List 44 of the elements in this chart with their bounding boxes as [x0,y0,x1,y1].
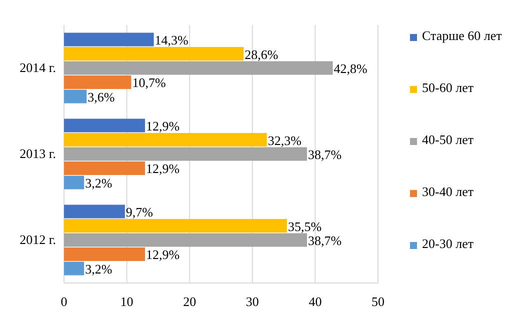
data-label: 12,9% [146,118,180,134]
bar [64,233,308,247]
y-tick-label: 2014 г. [20,60,56,76]
x-tick-label: 50 [372,294,384,310]
bar [64,61,333,75]
bar [64,147,308,161]
data-label: 38,7% [308,147,342,162]
bar [64,161,146,176]
data-label: 12,9% [146,247,180,262]
bar [64,46,244,61]
bar [64,32,154,46]
data-label: 28,6% [244,46,278,62]
data-label: 42,8% [334,61,368,76]
x-tick-label: 20 [183,294,196,310]
data-label: 3,2% [85,175,112,190]
bar [64,262,84,276]
data-label: 35,5% [288,218,322,234]
x-tick-label: 10 [120,294,134,310]
data-label: 10,7% [132,75,166,90]
legend-label: Старше 60 лет [422,28,502,43]
bar [64,204,125,218]
bar [64,132,267,147]
data-label: 32,3% [268,132,302,148]
data-label: 3,6% [88,89,115,104]
x-tick-label: 40 [308,294,322,310]
data-label: 14,3% [154,32,189,48]
bar [64,75,132,90]
y-tick-label: 2013 г. [20,146,56,162]
x-tick-label: 30 [246,294,259,310]
data-label: 3,2% [85,261,112,276]
legend-label: 30-40 лет [422,184,474,199]
y-tick-label: 2012 г. [20,232,56,248]
data-label: 12,9% [146,161,180,176]
bar [64,218,287,233]
bar [64,176,84,190]
legend-label: 20-30 лет [422,236,474,251]
x-tick-label: 0 [60,294,68,310]
legend-label: 50-60 лет [422,80,474,95]
legend-label: 40-50 лет [422,132,474,147]
bar [64,118,146,132]
bar [64,247,146,262]
data-label: 9,7% [126,204,154,220]
bar [64,90,87,104]
data-label: 38,7% [308,233,342,248]
